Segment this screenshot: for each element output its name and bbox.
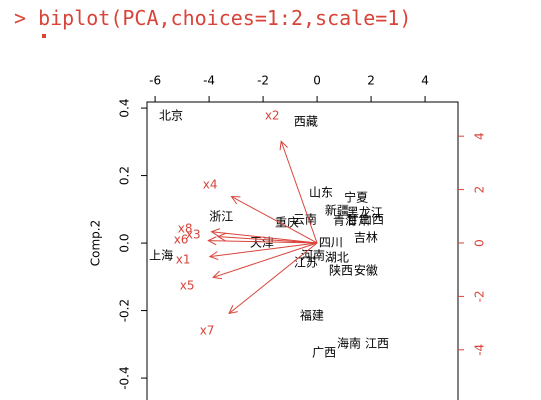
top-tick-label: 0: [313, 74, 321, 88]
score-label: 湖北: [325, 249, 349, 264]
loading-arrow: [229, 242, 318, 313]
loading-arrow: [281, 141, 318, 244]
score-label: 青海: [333, 213, 357, 228]
score-label: 海南: [337, 335, 361, 350]
score-label: 重庆: [275, 216, 299, 230]
loading-label: x4: [203, 177, 218, 191]
y-tick-label: 0.2: [118, 166, 132, 185]
score-label: 福建: [300, 307, 324, 322]
loading-label: x6: [174, 232, 189, 246]
score-label: 陕西: [329, 263, 353, 278]
score-label: 甘肃: [346, 214, 370, 228]
loading-arrow: [218, 237, 318, 244]
score-label: 安徽: [354, 263, 378, 278]
score-label: 云南: [293, 212, 317, 227]
top-tick-label: -4: [203, 74, 215, 88]
y-axis-label: Comp.2: [89, 220, 103, 266]
top-tick-label: 2: [367, 74, 375, 88]
loading-label: x5: [180, 279, 195, 293]
cursor: [42, 34, 46, 38]
y-tick-label: 0.0: [118, 234, 132, 253]
right-tick-label: 4: [473, 132, 487, 140]
loading-label: x2: [265, 108, 280, 122]
top-tick-label: -2: [257, 74, 269, 88]
score-label: 黑龙江: [347, 206, 383, 220]
y-tick-label: 0.4: [118, 99, 132, 118]
score-label: 山东: [309, 186, 333, 200]
console-command: > biplot(PCA,choices=1:2,scale=1): [14, 6, 412, 30]
score-label: 西藏: [294, 114, 318, 128]
loading-arrow: [231, 197, 318, 244]
score-label: 四川: [319, 236, 343, 250]
score-label: 广西: [312, 346, 336, 360]
y-tick-label: -0.4: [118, 366, 132, 389]
loading-label: x8: [178, 221, 193, 235]
score-label: 江苏: [294, 255, 318, 269]
top-tick-label: -6: [149, 74, 161, 88]
plot-frame: [146, 101, 459, 400]
right-tick-label: -4: [473, 344, 487, 356]
loading-arrow: [213, 242, 318, 277]
loading-arrow: [212, 232, 318, 244]
score-label: 吉林: [354, 231, 378, 245]
y-tick-label: -0.2: [118, 299, 132, 322]
top-tick-label: 4: [421, 74, 429, 88]
score-label: 新疆: [325, 203, 349, 218]
score-label: 浙江: [209, 210, 233, 224]
loading-label: x1: [176, 253, 191, 267]
right-tick-label: 2: [473, 186, 487, 194]
right-tick-label: -2: [473, 290, 487, 302]
score-label: 北京: [159, 109, 183, 123]
loading-label: x7: [200, 324, 215, 338]
score-label: 江西: [365, 336, 389, 350]
score-label: 山西: [360, 213, 384, 227]
score-label: 上海: [149, 248, 173, 263]
loading-arrow: [210, 242, 318, 257]
score-label: 宁夏: [344, 190, 368, 205]
right-tick-label: 0: [473, 239, 487, 247]
loading-arrow: [208, 241, 318, 243]
loading-label: x3: [186, 227, 201, 241]
